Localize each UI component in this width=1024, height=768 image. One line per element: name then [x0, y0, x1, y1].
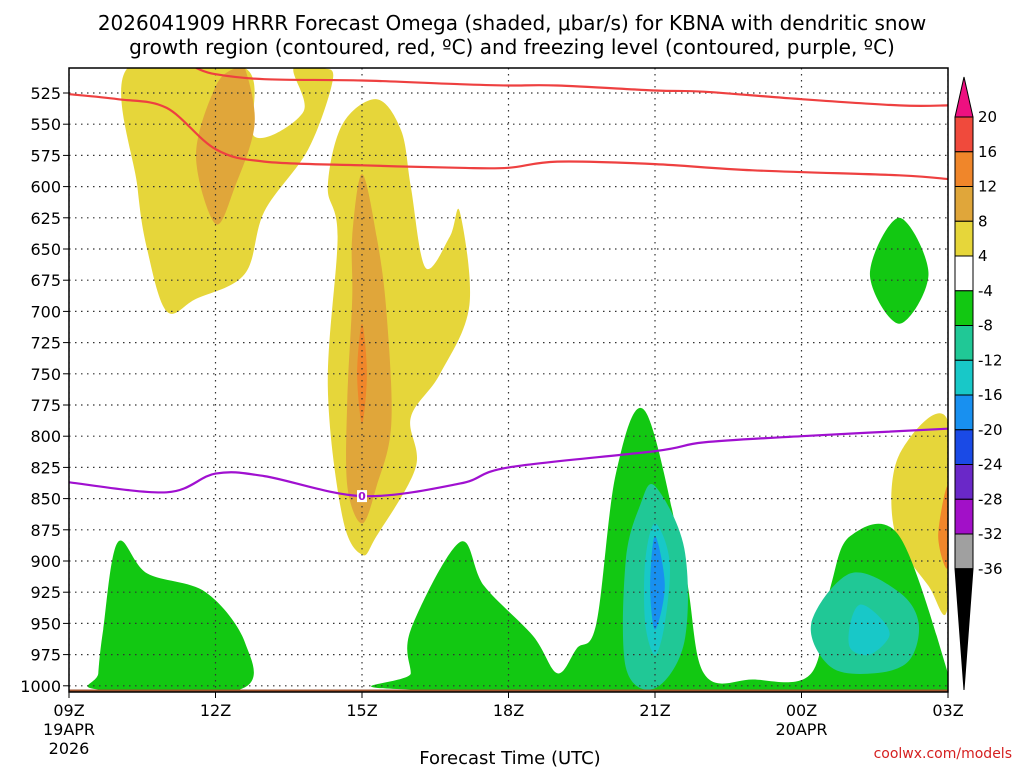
omega-region-2	[196, 68, 255, 225]
ground-bar	[69, 689, 948, 692]
chart-title-line2: growth region (contoured, red, ºC) and f…	[129, 35, 895, 59]
colorbar-cap-top	[954, 76, 974, 118]
y-tick-label: 575	[30, 146, 61, 165]
y-tick-label: 525	[30, 84, 61, 103]
y-tick-label: 950	[30, 614, 61, 633]
colorbar-swatch	[954, 498, 974, 535]
freezing-level-label-bg	[357, 490, 367, 503]
x-tick-label: 09Z	[53, 701, 84, 720]
colorbar-swatch	[954, 464, 974, 500]
y-tick-label: 675	[30, 271, 61, 290]
omega-region-4	[357, 323, 367, 424]
y-tick-label: 825	[30, 458, 61, 477]
colorbar-label: 20	[978, 108, 997, 126]
y-tick-label: 700	[30, 302, 61, 321]
colorbar-label: 8	[978, 212, 988, 230]
y-tick-label: 1000	[20, 677, 61, 696]
omega-region-14	[650, 536, 665, 630]
y-axis: 525 550 575 600 625 650 675 700 725 750 775 800 825 8…	[20, 84, 69, 696]
omega-region-13	[848, 604, 890, 656]
colorbar-label: -4	[978, 282, 993, 300]
x-axis-title: Forecast Time (UTC)	[419, 748, 600, 768]
source-credit: coolwx.com/models	[874, 746, 1012, 762]
y-tick-label: 725	[30, 334, 61, 353]
colorbar-label: -24	[978, 456, 1003, 474]
colorbar: 20 16 12 8 4 -4 -8 -12 -16 -20 -24 -28 -32 -36	[954, 76, 1003, 691]
omega-region-5	[891, 413, 948, 615]
dendritic-isotherm-0	[195, 68, 948, 107]
y-tick-label: 850	[30, 490, 61, 509]
colorbar-label: -32	[978, 525, 1003, 543]
colorbar-swatch	[954, 151, 974, 188]
x-tick-year: 2026	[49, 739, 90, 758]
y-tick-label: 550	[30, 115, 61, 134]
y-tick-label: 925	[30, 583, 61, 602]
dendritic-isotherm-1	[69, 93, 948, 181]
colorbar-swatch	[954, 255, 974, 292]
colorbar-label: -36	[978, 560, 1003, 578]
y-tick-label: 975	[30, 646, 61, 665]
colorbar-swatch	[954, 290, 974, 327]
colorbar-label: 4	[978, 247, 988, 265]
x-tick-label: 21Z	[639, 701, 670, 720]
y-tick-label: 625	[30, 209, 61, 228]
colorbar-label: -16	[978, 386, 1003, 404]
colorbar-swatch	[954, 359, 974, 396]
x-tick-date: 20APR	[775, 720, 827, 739]
omega-shading	[87, 68, 948, 692]
colorbar-label: -28	[978, 490, 1003, 508]
y-tick-label: 800	[30, 427, 61, 446]
colorbar-label: -20	[978, 421, 1003, 439]
freezing-level-line	[69, 427, 948, 498]
x-tick-label: 15Z	[346, 701, 377, 720]
omega-region-7	[869, 217, 929, 324]
x-tick-label: 12Z	[200, 701, 231, 720]
x-tick-date: 19APR	[43, 720, 95, 739]
y-tick-label: 650	[30, 240, 61, 259]
colorbar-swatch	[954, 220, 974, 257]
y-tick-label: 775	[30, 396, 61, 415]
y-tick-label: 900	[30, 552, 61, 571]
y-tick-label: 600	[30, 178, 61, 197]
x-tick-label: 03Z	[932, 701, 963, 720]
x-tick-label: 18Z	[493, 701, 524, 720]
contour-lines: 0	[69, 68, 948, 692]
colorbar-label: 16	[978, 143, 997, 161]
colorbar-swatch	[954, 429, 974, 466]
grid-lines	[69, 68, 948, 692]
chart-title-line1: 2026041909 HRRR Forecast Omega (shaded, …	[98, 11, 926, 35]
y-tick-label: 750	[30, 365, 61, 384]
colorbar-label: -8	[978, 317, 993, 335]
colorbar-swatch	[954, 394, 974, 431]
omega-region-6	[938, 486, 948, 569]
colorbar-swatch	[954, 533, 974, 570]
colorbar-swatch	[954, 186, 974, 222]
y-tick-label: 875	[30, 521, 61, 540]
colorbar-swatch	[954, 116, 974, 153]
colorbar-cap-bottom	[954, 568, 974, 691]
colorbar-swatch	[954, 325, 974, 361]
colorbar-label: -12	[978, 351, 1003, 369]
x-tick-label: 00Z	[786, 701, 817, 720]
colorbar-label: 12	[978, 178, 997, 196]
freezing-level-label: 0	[358, 490, 366, 503]
